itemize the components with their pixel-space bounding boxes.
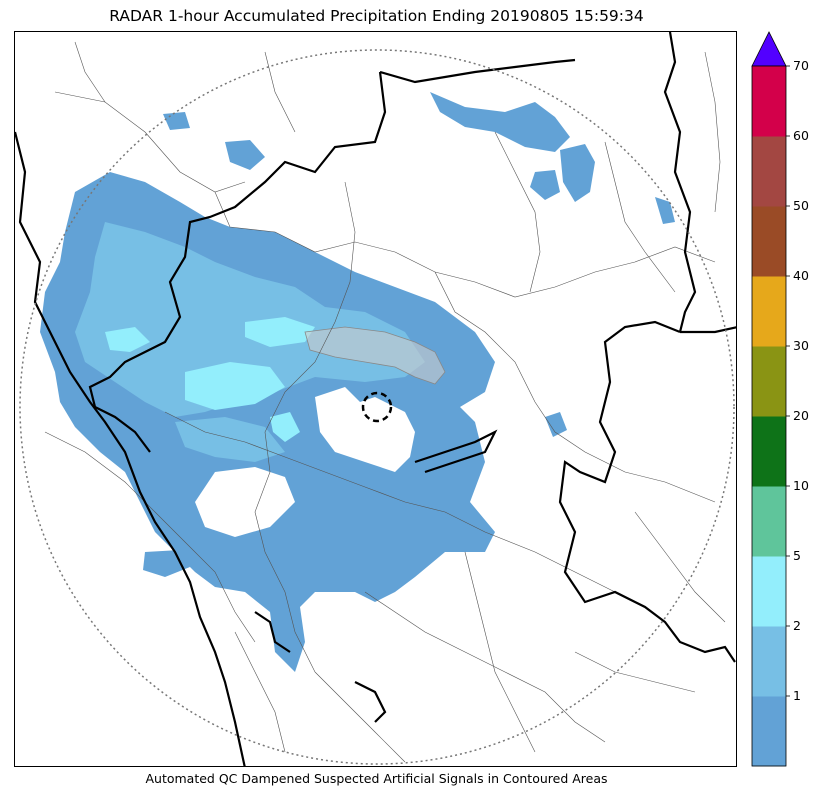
colorbar-tick-label: 50	[793, 198, 809, 213]
colorbar-tick-label: 10	[793, 478, 809, 493]
colorbar-tick-label: 60	[793, 128, 809, 143]
colorbar-bin	[752, 276, 786, 347]
internal-boundaries	[44, 41, 726, 763]
precip-heavy-1	[185, 362, 285, 410]
colorbar-bin	[752, 486, 786, 557]
colorbar-tick-label: 5	[793, 548, 801, 563]
precip-cell-east	[545, 412, 567, 437]
colorbar-extend-arrow	[751, 31, 787, 67]
radar-map[interactable]	[14, 31, 737, 767]
colorbar-tick-label: 20	[793, 408, 809, 423]
colorbar-bin	[752, 346, 786, 417]
colorbar-tick-label: 1	[793, 688, 801, 703]
precip-heavy-3	[105, 327, 150, 352]
radar-site-marker	[361, 391, 393, 423]
precip-cell-north-1	[430, 92, 570, 152]
precip-cell-ne-2	[530, 170, 560, 200]
colorbar-tick-label: 30	[793, 338, 809, 353]
qc-contour-cluster	[304, 326, 446, 385]
state-boundaries	[15, 32, 736, 766]
colorbar-bin	[752, 66, 786, 137]
precip-cell-ne-3	[655, 197, 675, 224]
colorbar-bin	[752, 556, 786, 627]
colorbar-tick-label: 70	[793, 58, 809, 73]
radar-range-ring	[19, 49, 735, 765]
precip-cell-north-2	[225, 140, 265, 170]
precip-heavy-4	[270, 412, 300, 442]
map-title: RADAR 1-hour Accumulated Precipitation E…	[109, 7, 644, 25]
precip-moderate-1	[75, 222, 425, 417]
precipitation-colorbar: 1 2 5 10 20 30 40 50 60 70	[751, 31, 809, 767]
colorbar-bin	[752, 416, 786, 487]
colorbar-tick-label: 2	[793, 618, 801, 633]
precip-cell-ne-1	[560, 144, 595, 202]
precip-moderate-2	[175, 417, 285, 462]
qc-caption: Automated QC Dampened Suspected Artifici…	[145, 771, 608, 786]
colorbar-bin	[752, 206, 786, 277]
precip-cell-north-3	[163, 112, 190, 130]
precip-gap-south	[195, 467, 295, 537]
precip-heavy-2	[245, 317, 315, 347]
colorbar-bin	[752, 626, 786, 697]
colorbar-bin	[752, 136, 786, 207]
colorbar-bin	[752, 696, 786, 767]
colorbar-tick-label: 40	[793, 268, 809, 283]
